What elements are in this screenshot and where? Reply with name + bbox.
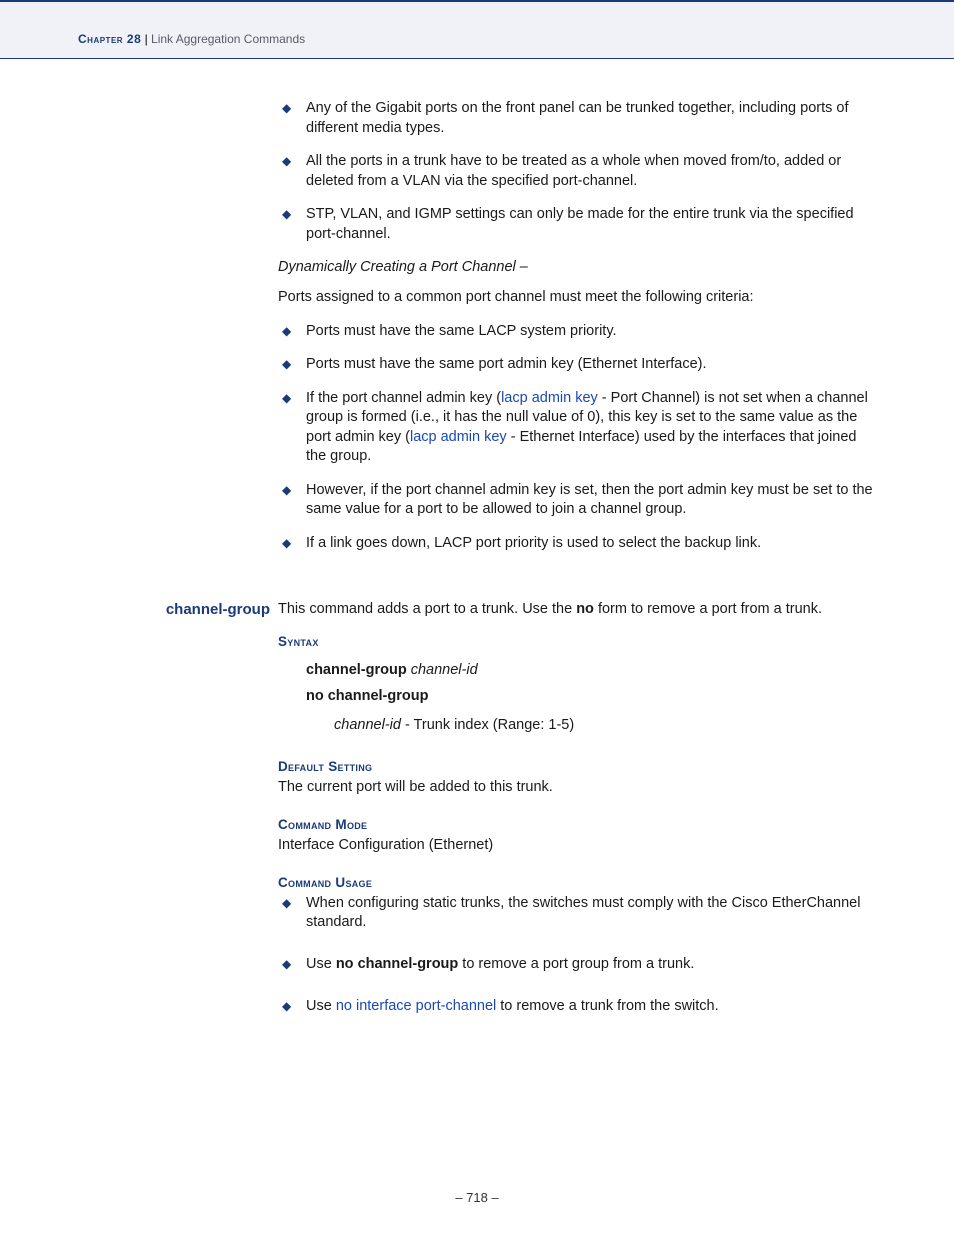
link-no-interface-port-channel[interactable]: no interface port-channel [336, 998, 496, 1014]
list-item: Use no channel-group to remove a port gr… [278, 955, 876, 975]
section-channel-group: channel-group This command adds a port t… [78, 600, 876, 1031]
syntax-line: channel-group channel-id [278, 661, 876, 681]
page-footer: – 718 – [0, 1190, 954, 1205]
chapter-label: Chapter 28 [78, 32, 141, 46]
command-mode-text: Interface Configuration (Ethernet) [278, 836, 876, 856]
text-bold: channel-group [306, 662, 407, 678]
list-item: If a link goes down, LACP port priority … [278, 534, 876, 554]
text: form to remove a port from a trunk. [594, 601, 822, 617]
command-name-heading: channel-group [166, 601, 270, 618]
dynamic-heading: Dynamically Creating a Port Channel – [278, 258, 876, 278]
left-gutter [78, 99, 278, 568]
text-bold: no [576, 601, 594, 617]
list-item: When configuring static trunks, the swit… [278, 894, 876, 933]
dynamic-bullet-list: Ports must have the same LACP system pri… [278, 322, 876, 554]
right-body: This command adds a port to a trunk. Use… [278, 600, 876, 1031]
list-item: Ports must have the same port admin key … [278, 355, 876, 375]
header-separator: | [141, 32, 151, 46]
syntax-param: channel-id - Trunk index (Range: 1-5) [278, 716, 876, 736]
list-item: If the port channel admin key (lacp admi… [278, 389, 876, 467]
syntax-line: no channel-group [278, 687, 876, 707]
list-item: Ports must have the same LACP system pri… [278, 322, 876, 342]
page-number: – 718 – [455, 1190, 498, 1205]
left-gutter: channel-group [78, 600, 278, 1031]
link-lacp-admin-key[interactable]: lacp admin key [501, 390, 598, 406]
list-item: Use no interface port-channel to remove … [278, 997, 876, 1017]
chapter-title: Link Aggregation Commands [151, 32, 305, 46]
text: This command adds a port to a trunk. Use… [278, 601, 576, 617]
dynamic-intro: Ports assigned to a common port channel … [278, 288, 876, 308]
text-italic: channel-id [334, 717, 401, 733]
text: to remove a port group from a trunk. [458, 956, 694, 972]
default-setting-label: Default Setting [278, 758, 876, 776]
page-header: Chapter 28 | Link Aggregation Commands [0, 0, 954, 59]
command-description: This command adds a port to a trunk. Use… [278, 600, 876, 620]
link-lacp-admin-key[interactable]: lacp admin key [410, 429, 507, 445]
right-body: Any of the Gigabit ports on the front pa… [278, 99, 876, 568]
command-mode-label: Command Mode [278, 816, 876, 834]
list-item: All the ports in a trunk have to be trea… [278, 152, 876, 191]
text: to remove a trunk from the switch. [496, 998, 718, 1014]
page: Chapter 28 | Link Aggregation Commands A… [0, 0, 954, 1235]
list-item: Any of the Gigabit ports on the front pa… [278, 99, 876, 138]
text: Use [306, 998, 336, 1014]
section-top: Any of the Gigabit ports on the front pa… [78, 99, 876, 568]
command-usage-label: Command Usage [278, 874, 876, 892]
list-item: STP, VLAN, and IGMP settings can only be… [278, 205, 876, 244]
text-bold: no channel-group [306, 688, 428, 704]
content-area: Any of the Gigabit ports on the front pa… [0, 59, 954, 1030]
default-setting-text: The current port will be added to this t… [278, 778, 876, 798]
text-italic: channel-id [407, 662, 478, 678]
syntax-label: Syntax [278, 633, 876, 651]
text: Use [306, 956, 336, 972]
top-bullet-list: Any of the Gigabit ports on the front pa… [278, 99, 876, 244]
text: If the port channel admin key ( [306, 390, 501, 406]
text: - Trunk index (Range: 1-5) [401, 717, 574, 733]
usage-bullet-list: When configuring static trunks, the swit… [278, 894, 876, 1016]
list-item: However, if the port channel admin key i… [278, 481, 876, 520]
header-text: Chapter 28 | Link Aggregation Commands [78, 32, 876, 46]
text-bold: no channel-group [336, 956, 458, 972]
